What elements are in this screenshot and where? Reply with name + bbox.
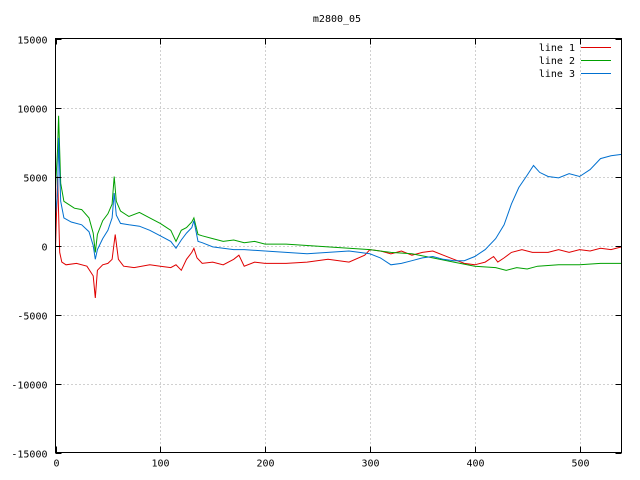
series-group <box>55 115 622 298</box>
legend-label-3: line 3 <box>539 69 575 80</box>
y-tick-label: 5000 <box>23 174 47 185</box>
plot-frame <box>55 38 622 453</box>
x-tick-label: 200 <box>256 459 274 470</box>
grid-lines <box>55 38 622 453</box>
legend-label-2: line 2 <box>539 56 575 67</box>
y-tick-label: -15000 <box>11 450 47 461</box>
y-tick-label: 0 <box>41 243 47 254</box>
legend-label-1: line 1 <box>539 43 575 54</box>
axis-ticks: 0 100 200 300 400 500 -15000 -10000 -5000 0 5000 10… <box>11 36 622 470</box>
y-tick-label: 15000 <box>17 36 47 47</box>
chart-title: m2800_05 <box>313 14 361 25</box>
x-tick-label: 400 <box>466 459 484 470</box>
x-tick-label: 100 <box>151 459 169 470</box>
series-line-3 <box>55 137 622 266</box>
series-line-1 <box>55 176 622 298</box>
legend: line 1 line 2 line 3 <box>539 43 611 80</box>
x-tick-label: 500 <box>571 459 589 470</box>
y-tick-label: 10000 <box>17 105 47 116</box>
y-tick-label: -10000 <box>11 381 47 392</box>
x-tick-label: 0 <box>53 459 59 470</box>
x-tick-label: 300 <box>361 459 379 470</box>
series-line-2 <box>55 115 622 271</box>
y-tick-label: -5000 <box>17 312 47 323</box>
